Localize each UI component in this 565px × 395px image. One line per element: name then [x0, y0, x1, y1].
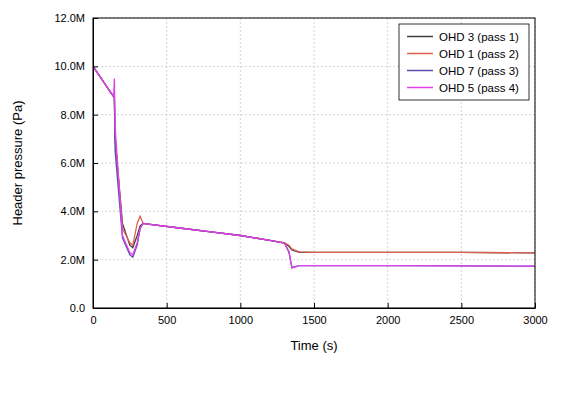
legend-box	[399, 24, 529, 100]
y-axis-title: Header pressure (Pa)	[10, 101, 25, 226]
x-tick-mark	[240, 303, 241, 308]
y-tick-label: 4.0M	[61, 205, 85, 217]
x-axis-line	[94, 308, 536, 309]
plot-frame	[93, 18, 535, 308]
x-axis: 0 500 1000 1500 2000 2500 3000	[90, 303, 547, 326]
grid-line-y	[93, 114, 535, 115]
legend-swatch	[407, 70, 433, 72]
x-tick-label: 1500	[302, 314, 326, 326]
y-tick-label: 12.0M	[54, 12, 85, 24]
x-tick: 1500	[302, 303, 326, 326]
x-tick-label: 2000	[376, 314, 400, 326]
legend-label: OHD 7 (pass 3)	[439, 65, 519, 77]
y-tick-label: 2.0M	[61, 254, 85, 266]
y-tick: 2.0M	[61, 254, 98, 266]
y-tick-mark	[93, 115, 98, 116]
grid-line-x	[387, 18, 388, 308]
x-tick-mark	[314, 303, 315, 308]
x-tick-label: 1000	[229, 314, 253, 326]
x-tick-mark	[388, 303, 389, 308]
y-tick-label: 10.0M	[54, 60, 85, 72]
x-tick-label: 0	[90, 314, 96, 326]
y-tick-mark	[93, 66, 98, 67]
y-tick: 12.0M	[54, 12, 98, 24]
y-tick-label: 6.0M	[61, 157, 85, 169]
grid-line-y	[93, 163, 535, 164]
x-tick: 500	[158, 303, 176, 326]
y-tick: 6.0M	[61, 157, 98, 169]
x-tick-mark	[167, 303, 168, 308]
y-tick: 0.0	[70, 302, 98, 314]
legend-swatch	[407, 53, 433, 55]
legend-label: OHD 3 (pass 1)	[439, 31, 519, 43]
grid-line-y	[93, 211, 535, 212]
x-tick: 3000	[523, 303, 547, 326]
grid	[93, 18, 535, 308]
x-tick: 2500	[450, 303, 474, 326]
y-tick-mark	[93, 211, 98, 212]
legend: OHD 3 (pass 1) OHD 1 (pass 2) OHD 7 (pass …	[399, 24, 529, 100]
x-tick-mark	[461, 303, 462, 308]
y-tick: 10.0M	[54, 60, 98, 72]
y-tick-label: 0.0	[70, 302, 85, 314]
y-tick-mark	[93, 260, 98, 261]
legend-swatch	[407, 87, 433, 89]
legend-label: OHD 1 (pass 2)	[439, 48, 519, 60]
y-tick-mark	[93, 18, 98, 19]
legend-swatch	[407, 36, 433, 38]
x-tick-mark	[535, 303, 536, 308]
y-axis: 0.0 2.0M 4.0M 6.0M 8.0M 10.0M 12.0M	[54, 12, 98, 314]
chart: 0 500 1000 1500 2000 2500 3000 0.0 2.0M 4.0M 6.0M 8…	[0, 0, 565, 395]
x-tick: 2000	[376, 303, 400, 326]
x-tick-label: 2500	[450, 314, 474, 326]
x-tick: 1000	[229, 303, 253, 326]
x-tick-label: 500	[158, 314, 176, 326]
y-tick-mark	[93, 308, 98, 309]
y-tick: 4.0M	[61, 205, 98, 217]
y-tick: 8.0M	[61, 109, 98, 121]
x-tick-label: 3000	[523, 314, 547, 326]
y-tick-label: 8.0M	[61, 109, 85, 121]
grid-line-y	[93, 259, 535, 260]
legend-label: OHD 5 (pass 4)	[439, 82, 519, 94]
plot: 0 500 1000 1500 2000 2500 3000 0.0 2.0M 4.0M 6.0M 8…	[54, 12, 547, 326]
x-axis-title: Time (s)	[290, 338, 337, 353]
grid-line-x	[240, 18, 241, 308]
y-tick-mark	[93, 163, 98, 164]
